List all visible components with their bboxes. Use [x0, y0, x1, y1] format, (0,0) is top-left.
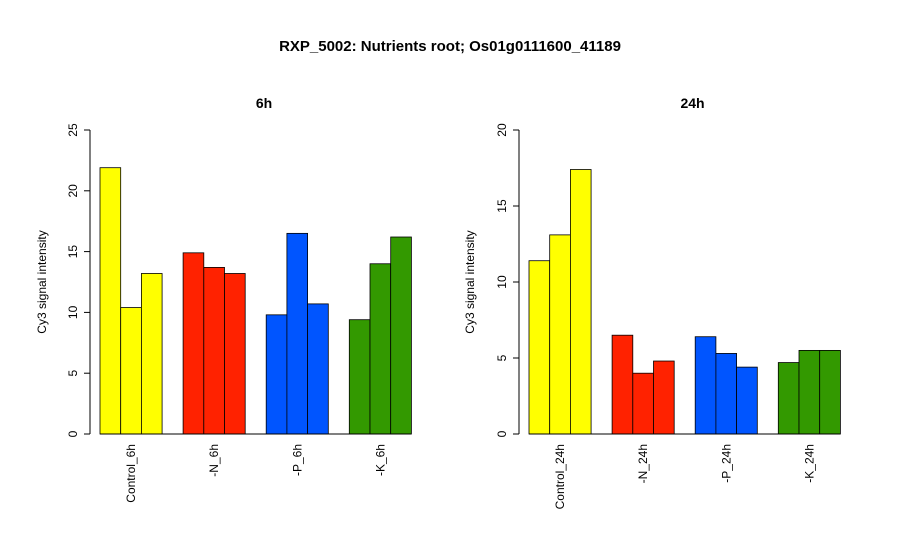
bar-0-1-1 [203, 267, 225, 435]
panel-title-1: 24h [680, 95, 704, 111]
bar-0-3-2 [390, 236, 412, 435]
x-category-label-0-2: -P_6h [290, 444, 304, 476]
bar-0-3-1 [369, 263, 392, 435]
bar-1-0-0 [528, 260, 551, 435]
bar-1-1-2 [653, 360, 675, 435]
bar-0-0-1 [120, 307, 142, 435]
bar-0-2-1 [286, 232, 308, 435]
x-category-label-1-0: Control_24h [553, 444, 567, 509]
bar-1-3-2 [819, 349, 841, 435]
y-tick-label-1-3: 15 [495, 199, 509, 213]
bar-1-1-0 [611, 334, 634, 435]
y-tick-label-0-4: 20 [66, 184, 80, 198]
x-category-label-1-2: -P_24h [719, 444, 733, 483]
x-category-label-0-0: Control_6h [124, 444, 138, 503]
chart-title: RXP_5002: Nutrients root; Os01g0111600_4… [279, 38, 621, 55]
bar-1-2-2 [736, 366, 758, 435]
bar-1-2-0 [694, 336, 717, 435]
y-tick-label-1-2: 10 [495, 275, 509, 289]
x-category-label-1-1: -N_24h [636, 444, 650, 483]
y-axis-label-0: Cy3 signal intensity [35, 230, 49, 333]
x-category-label-0-3: -K_6h [373, 444, 387, 476]
bar-1-0-1 [549, 234, 571, 435]
y-tick-label-0-3: 15 [66, 245, 80, 259]
bar-0-2-2 [307, 303, 329, 435]
y-tick-label-1-4: 20 [495, 123, 509, 137]
bar-0-1-0 [182, 252, 205, 435]
bar-0-0-0 [99, 167, 122, 435]
y-tick-label-0-1: 5 [66, 370, 80, 377]
bar-1-3-1 [798, 349, 821, 435]
x-category-label-0-1: -N_6h [207, 444, 221, 477]
panel-title-0: 6h [256, 95, 272, 111]
y-tick-label-1-0: 0 [495, 430, 509, 437]
bar-1-2-1 [715, 353, 738, 435]
bar-1-1-1 [632, 372, 654, 435]
bar-1-0-2 [570, 169, 592, 435]
y-tick-label-0-2: 10 [66, 305, 80, 319]
y-tick-label-0-5: 25 [66, 123, 80, 137]
y-axis-label-1: Cy3 signal intensity [463, 230, 477, 333]
bar-0-0-2 [140, 273, 163, 435]
bar-1-3-0 [777, 362, 800, 435]
x-category-label-1-3: -K_24h [802, 444, 816, 483]
y-tick-label-1-1: 5 [495, 354, 509, 361]
bar-0-3-0 [348, 319, 371, 435]
bar-0-1-2 [224, 273, 246, 435]
y-tick-label-0-0: 0 [66, 430, 80, 437]
bar-0-2-0 [265, 314, 288, 435]
